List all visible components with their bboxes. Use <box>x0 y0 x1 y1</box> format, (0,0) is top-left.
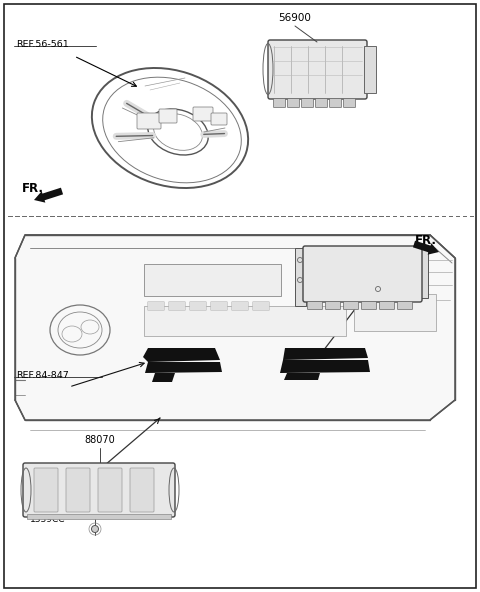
FancyBboxPatch shape <box>308 301 323 310</box>
Text: 88070: 88070 <box>84 435 115 445</box>
Text: REF.84-847: REF.84-847 <box>16 371 69 379</box>
Text: 1125KC: 1125KC <box>388 285 422 294</box>
FancyBboxPatch shape <box>315 98 327 108</box>
FancyBboxPatch shape <box>344 301 359 310</box>
FancyBboxPatch shape <box>34 468 58 512</box>
FancyBboxPatch shape <box>27 514 171 519</box>
FancyBboxPatch shape <box>329 98 341 108</box>
FancyBboxPatch shape <box>274 98 286 108</box>
Text: 56900: 56900 <box>278 13 312 23</box>
FancyBboxPatch shape <box>364 46 376 93</box>
Polygon shape <box>283 348 368 360</box>
FancyArrow shape <box>34 188 63 202</box>
FancyBboxPatch shape <box>420 249 429 298</box>
FancyBboxPatch shape <box>193 107 213 121</box>
Polygon shape <box>152 373 175 382</box>
FancyBboxPatch shape <box>168 302 185 310</box>
FancyBboxPatch shape <box>354 294 436 331</box>
FancyBboxPatch shape <box>137 113 161 129</box>
FancyBboxPatch shape <box>159 109 177 123</box>
FancyBboxPatch shape <box>144 264 281 296</box>
FancyBboxPatch shape <box>325 301 340 310</box>
FancyBboxPatch shape <box>144 306 346 336</box>
FancyBboxPatch shape <box>98 468 122 512</box>
Polygon shape <box>15 235 455 420</box>
Polygon shape <box>284 373 320 380</box>
FancyBboxPatch shape <box>4 4 476 588</box>
FancyBboxPatch shape <box>344 98 356 108</box>
Polygon shape <box>25 235 455 258</box>
FancyBboxPatch shape <box>361 301 376 310</box>
Text: 84530: 84530 <box>388 265 419 275</box>
FancyBboxPatch shape <box>190 302 206 310</box>
FancyBboxPatch shape <box>148 302 164 310</box>
FancyBboxPatch shape <box>211 302 228 310</box>
Polygon shape <box>145 362 222 373</box>
Ellipse shape <box>92 526 98 532</box>
Text: FR.: FR. <box>415 233 437 246</box>
FancyArrow shape <box>413 241 439 255</box>
FancyBboxPatch shape <box>397 301 412 310</box>
Text: REF.56-561: REF.56-561 <box>16 40 69 49</box>
FancyBboxPatch shape <box>268 40 367 99</box>
FancyBboxPatch shape <box>288 98 300 108</box>
Text: 1339CC: 1339CC <box>30 516 65 525</box>
FancyBboxPatch shape <box>130 468 154 512</box>
Text: FR.: FR. <box>22 182 44 195</box>
FancyBboxPatch shape <box>301 98 313 108</box>
Polygon shape <box>143 348 220 362</box>
FancyBboxPatch shape <box>66 468 90 512</box>
FancyBboxPatch shape <box>232 302 248 310</box>
FancyBboxPatch shape <box>380 301 395 310</box>
FancyBboxPatch shape <box>295 247 305 305</box>
FancyBboxPatch shape <box>252 302 269 310</box>
FancyBboxPatch shape <box>23 463 175 517</box>
FancyBboxPatch shape <box>211 113 227 125</box>
Polygon shape <box>280 360 370 373</box>
FancyBboxPatch shape <box>303 246 422 302</box>
